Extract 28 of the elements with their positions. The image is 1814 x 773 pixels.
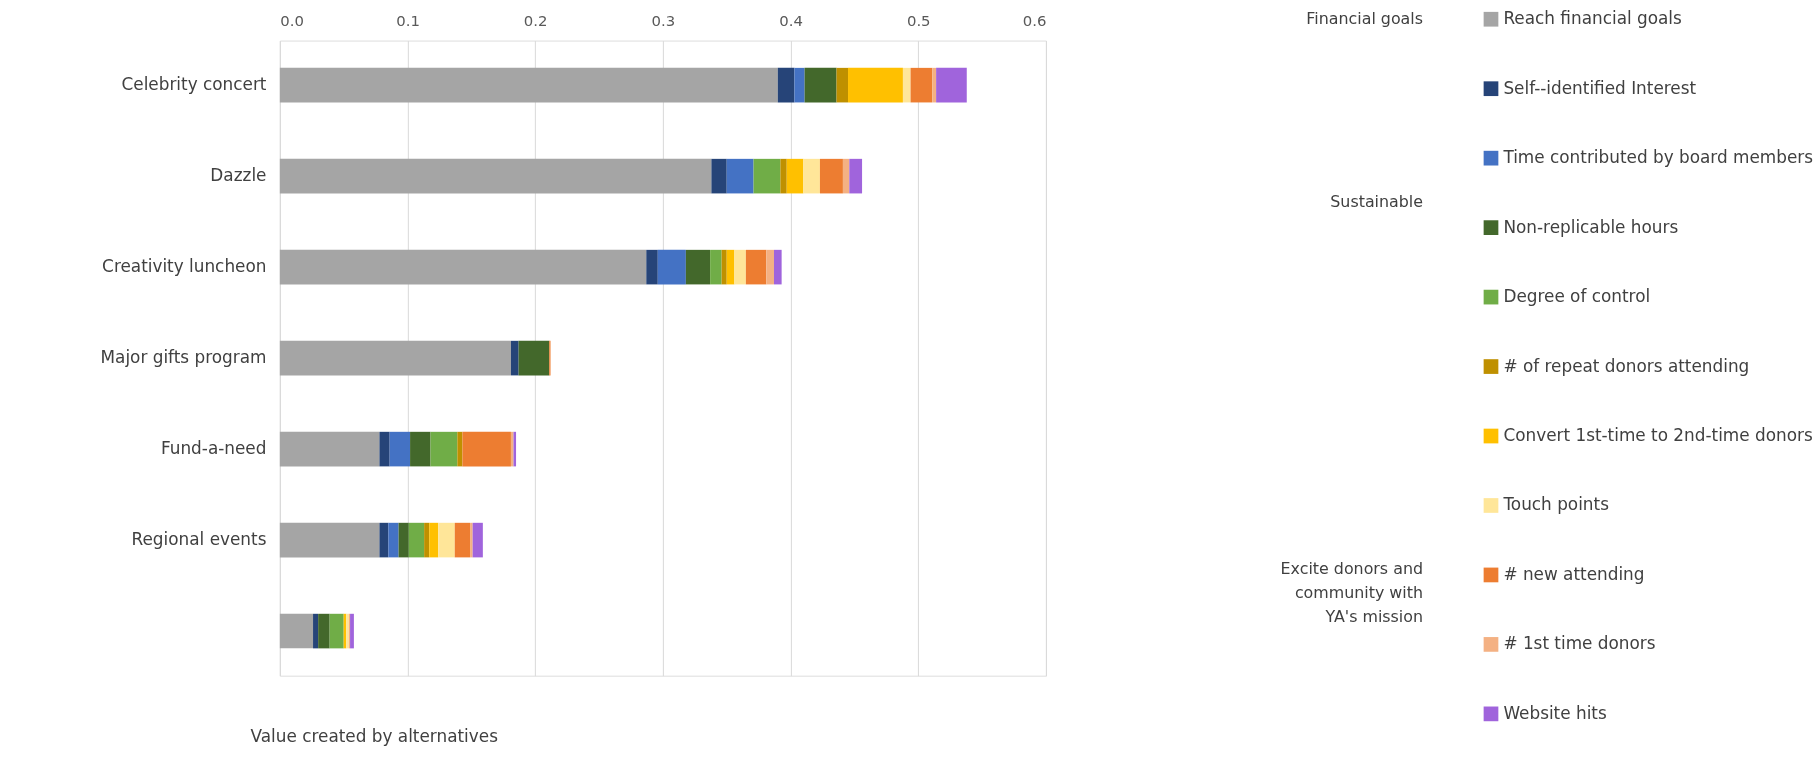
x-axis-title: Value created by alternatives [250, 725, 498, 746]
legend-label: Time contributed by board members [1502, 147, 1814, 168]
text: Sustainable [1330, 192, 1424, 212]
legend-label: # 1st time donors [1503, 633, 1656, 654]
legend-label: # new attending [1503, 563, 1645, 584]
y-tick-label: Dazzle [210, 165, 267, 186]
legend-label: # of repeat donors attending [1503, 355, 1750, 376]
legend-label: Self--identified Interest [1503, 77, 1697, 98]
y-tick-label: Major gifts program [100, 347, 267, 368]
x-tick-label: 0.5 [906, 12, 931, 31]
y-tick-label: Creativity luncheon [102, 256, 267, 277]
legend-label: Touch points [1502, 494, 1609, 515]
legend-label: Non-replicable hours [1503, 216, 1679, 237]
legend-label: Degree of control [1503, 286, 1651, 307]
x-tick-label: 0.2 [523, 12, 548, 31]
x-tick-label: 0.6 [1022, 12, 1047, 31]
x-tick-label: 0.0 [280, 12, 304, 31]
legend-label: Convert 1st-time to 2nd-time donors [1503, 424, 1813, 445]
y-tick-label: Regional events [131, 529, 267, 550]
x-tick-label: 0.3 [651, 12, 676, 31]
x-tick-label: 0.1 [396, 12, 420, 31]
legend-label: Website hits [1503, 702, 1607, 723]
y-tick-label: Celebrity concert [121, 74, 267, 95]
legend-label: Reach financial goals [1503, 8, 1682, 29]
x-tick-label: 0.4 [779, 12, 803, 31]
text: Financial goals [1306, 8, 1424, 28]
y-tick-label: Fund-a-need [160, 438, 267, 459]
text: Excite donors and community with YA's mission [1280, 559, 1424, 627]
